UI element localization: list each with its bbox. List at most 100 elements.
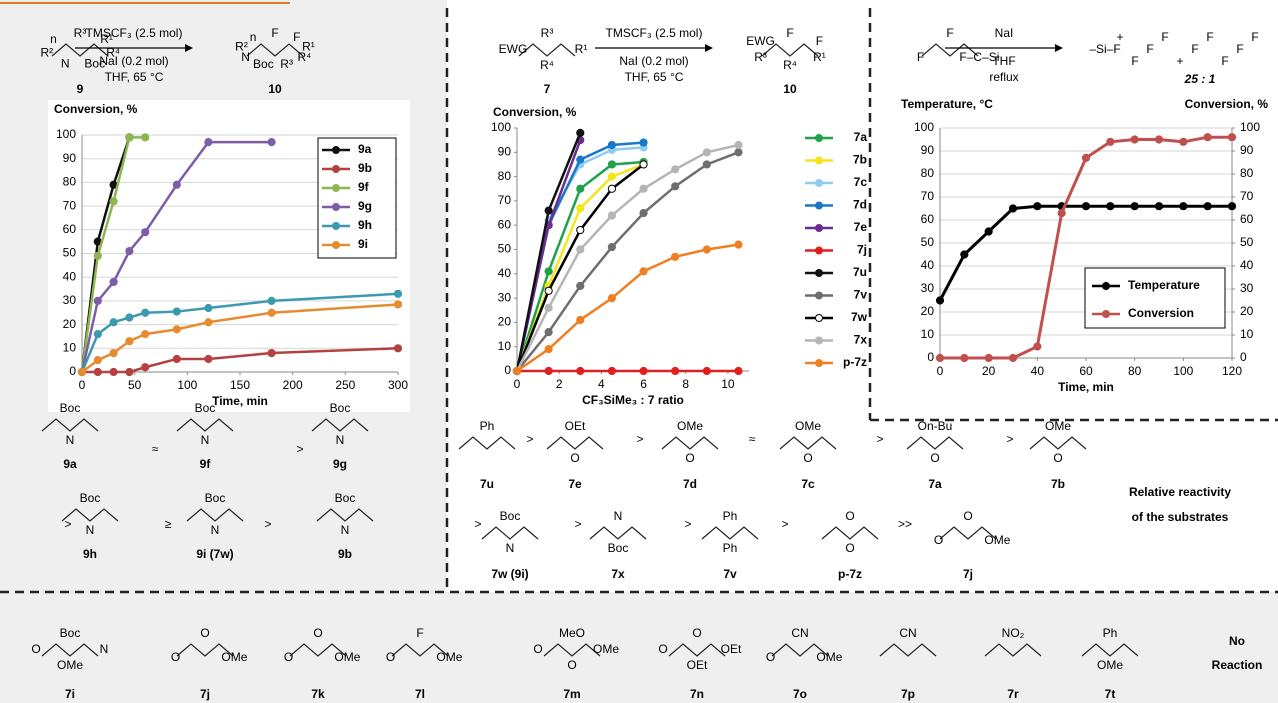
legend-marker [816, 247, 823, 254]
data-point [640, 367, 647, 374]
atom-label: R² [41, 46, 54, 60]
compound-id: 7m [563, 687, 580, 701]
data-point [608, 367, 615, 374]
atom-label: OMe [334, 650, 360, 664]
x-tick-label: 20 [982, 364, 996, 378]
data-point [640, 268, 647, 275]
atom-label: N [506, 541, 515, 555]
data-point [640, 161, 647, 168]
atom-label: OEt [721, 642, 742, 656]
arrow-head [705, 44, 713, 52]
data-point [1228, 203, 1235, 210]
atom-label: N [336, 433, 345, 447]
data-point [640, 139, 647, 146]
compound-id: 7w (9i) [491, 567, 528, 581]
y-tick-label: 90 [498, 144, 512, 158]
y-tick-label: 30 [63, 293, 77, 307]
atom-label: Boc [253, 57, 274, 71]
x-tick-label: 40 [1031, 364, 1045, 378]
atom-label: n [50, 32, 57, 46]
x-tick-label: 80 [1128, 364, 1142, 378]
data-point [1082, 154, 1089, 161]
y-tick-label: 60 [63, 222, 77, 236]
chart-bg [895, 95, 1272, 407]
data-point [1228, 134, 1235, 141]
y-tick-label: 10 [63, 340, 77, 354]
data-point [1131, 203, 1138, 210]
data-point [545, 268, 552, 275]
compound-id: 7 [544, 82, 551, 96]
legend-label: 7a [854, 130, 868, 144]
data-point [577, 156, 584, 163]
atom-label: O [1053, 451, 1062, 465]
atom-label: F [946, 26, 953, 40]
data-point [936, 354, 943, 361]
bond [662, 437, 718, 449]
reagent: THF [992, 54, 1015, 68]
data-point [1107, 203, 1114, 210]
product-label: F [1251, 30, 1258, 44]
atom-label: R⁴ [783, 58, 797, 72]
data-point [735, 141, 742, 148]
data-point [703, 161, 710, 168]
compound-id: 7i [65, 687, 75, 701]
compound-id: 9 [77, 82, 84, 96]
compound-id: 7v [723, 567, 737, 581]
caption: of the substrates [1132, 510, 1229, 524]
data-point [608, 295, 615, 302]
relation: ≥ [165, 517, 172, 531]
atom-label: OMe [1045, 419, 1071, 433]
compound-id: 7p [901, 687, 915, 701]
data-point [985, 354, 992, 361]
product-label: F [1131, 54, 1138, 68]
relation: > [574, 517, 581, 531]
atom-label: OMe [1097, 658, 1123, 672]
atom-label: O [803, 451, 812, 465]
relation: > [526, 432, 533, 446]
bond [1030, 437, 1086, 449]
product-label: F [1221, 54, 1228, 68]
data-point [577, 246, 584, 253]
compound-id: 7a [928, 477, 942, 491]
legend-marker [816, 315, 823, 322]
legend-marker [333, 223, 340, 230]
legend-label: 9i [358, 237, 368, 251]
y-tick-label: 0 [504, 363, 511, 377]
atom-label: N [201, 433, 210, 447]
legend-label: 9g [358, 199, 372, 213]
atom-label: N [86, 523, 95, 537]
data-point [640, 185, 647, 192]
x-tick-label: 60 [1079, 364, 1093, 378]
compound-id: 9b [338, 547, 352, 561]
atom-label: F [416, 626, 423, 640]
atom-label: OMe [593, 642, 619, 656]
data-point [94, 368, 101, 375]
legend-box [318, 138, 396, 258]
data-point [545, 329, 552, 336]
atom-label: Boc [608, 541, 629, 555]
data-point [142, 134, 149, 141]
y-tick-label: 100 [56, 127, 76, 141]
atom-label: O [567, 658, 576, 672]
compound-id: 7c [801, 477, 815, 491]
bond [459, 437, 515, 449]
product-label: F [1191, 42, 1198, 56]
legend-label: 7d [853, 198, 867, 212]
atom-label: NO₂ [1002, 626, 1025, 640]
reagent: TMSCF₃ (2.5 mol) [86, 26, 183, 40]
bond [482, 527, 538, 539]
relation: > [1006, 432, 1013, 446]
data-point [126, 338, 133, 345]
y-tick-label: 30 [921, 281, 935, 295]
data-point [110, 368, 117, 375]
atom-label: Ph [480, 419, 495, 433]
data-point [1107, 138, 1114, 145]
relation: > [876, 432, 883, 446]
atom-label: O [313, 626, 322, 640]
legend-marker [816, 360, 823, 367]
legend-marker [333, 166, 340, 173]
compound-id: 7r [1007, 687, 1019, 701]
y-tick-label: 0 [69, 364, 76, 378]
data-point [1131, 136, 1138, 143]
data-point [672, 253, 679, 260]
